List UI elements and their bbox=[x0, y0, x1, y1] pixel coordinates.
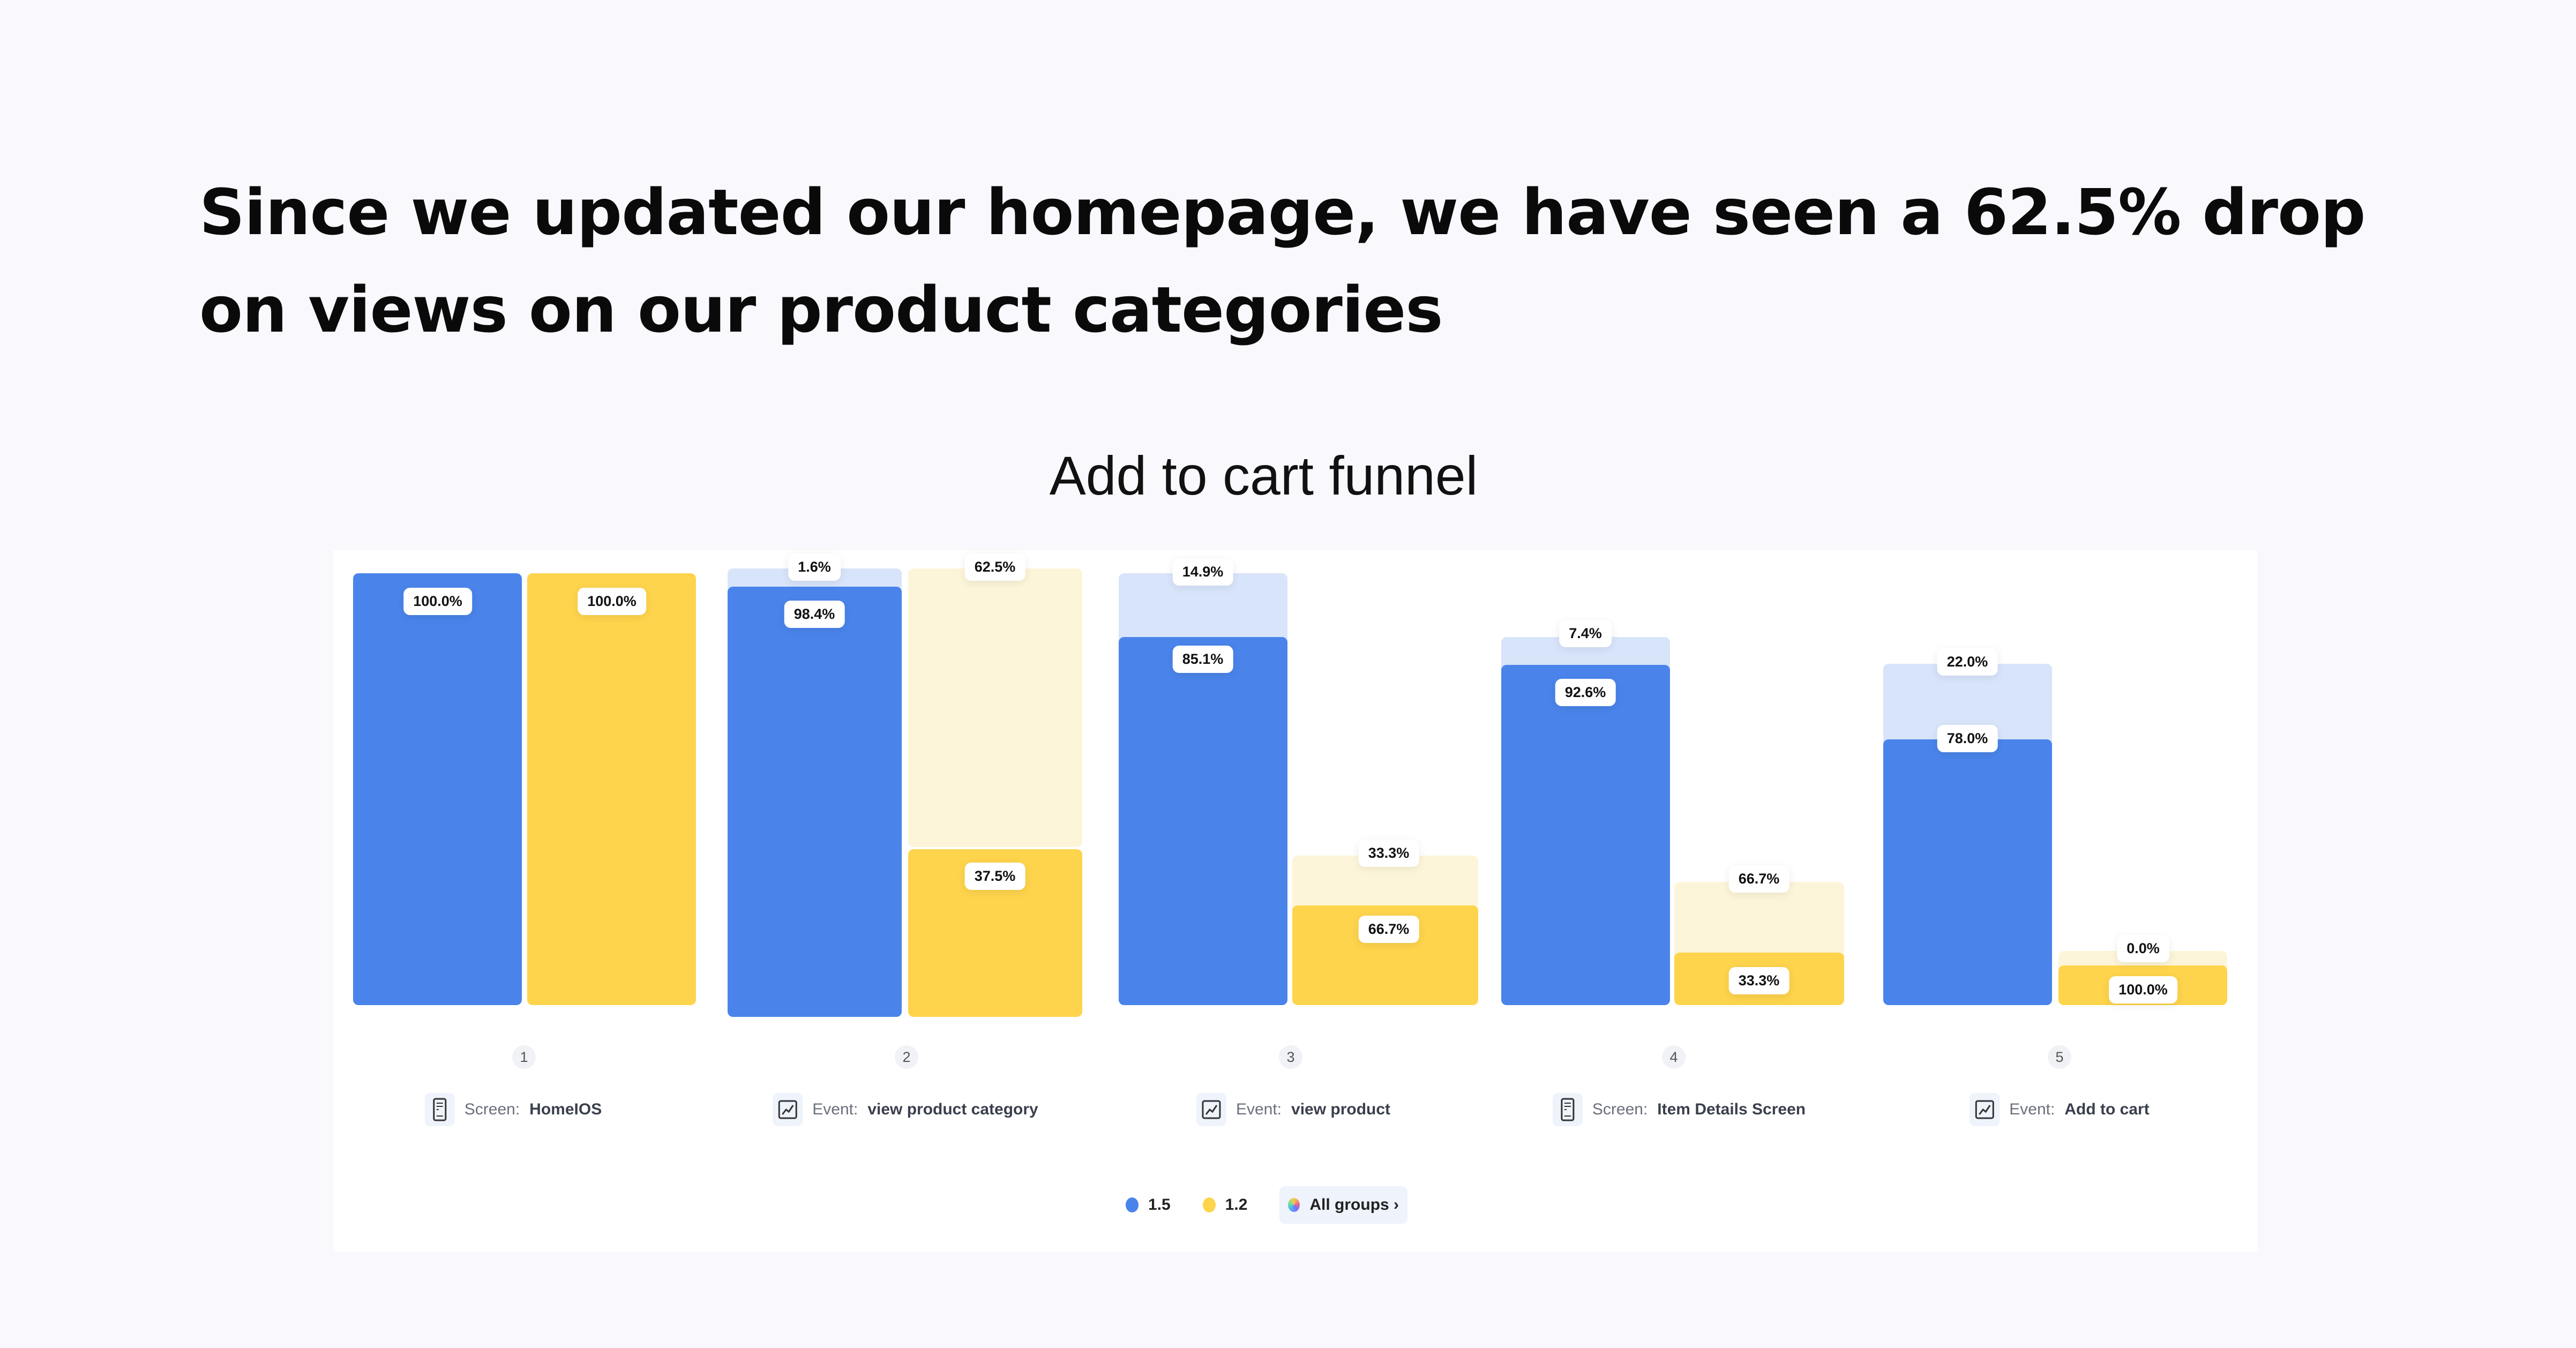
value-label: 100.0% bbox=[578, 588, 646, 615]
dropoff-label: 62.5% bbox=[964, 553, 1025, 581]
step-label-1[interactable]: Screen: HomeIOS bbox=[424, 1093, 602, 1126]
dropoff-step4-1.2[interactable] bbox=[1674, 882, 1844, 962]
bar-step4-1.5[interactable] bbox=[1501, 665, 1670, 1005]
chart-title: Add to cart funnel bbox=[1049, 445, 1478, 506]
legend-item-1.5[interactable]: 1.5 bbox=[1125, 1196, 1171, 1214]
event-chart-icon bbox=[1970, 1093, 2000, 1126]
event-chart-icon bbox=[773, 1093, 803, 1126]
color-wheel-icon bbox=[1288, 1198, 1300, 1212]
step-label-2[interactable]: Event: view product category bbox=[773, 1093, 1038, 1126]
value-label: 100.0% bbox=[403, 588, 472, 615]
step-name: HomeIOS bbox=[529, 1100, 602, 1118]
value-label: 100.0% bbox=[2109, 976, 2177, 1003]
dropoff-label: 66.7% bbox=[1728, 865, 1789, 893]
dropoff-label: 22.0% bbox=[1937, 648, 1998, 676]
dropoff-label: 33.3% bbox=[1358, 840, 1419, 867]
step-kind: Event: bbox=[2009, 1100, 2055, 1118]
bar-step5-1.5[interactable] bbox=[1883, 739, 2052, 1005]
bar-step1-1.2[interactable] bbox=[527, 573, 696, 1005]
step-number: 5 bbox=[2048, 1045, 2071, 1069]
step-kind: Event: bbox=[1235, 1100, 1282, 1118]
step-label-4[interactable]: Screen: Item Details Screen bbox=[1552, 1093, 1806, 1126]
dropoff-label: 1.6% bbox=[788, 553, 841, 581]
dropoff-label: 0.0% bbox=[2117, 935, 2169, 962]
dropoff-label: 7.4% bbox=[1559, 620, 1612, 647]
all-groups-button[interactable]: All groups › bbox=[1279, 1186, 1408, 1224]
legend-item-1.2[interactable]: 1.2 bbox=[1202, 1196, 1248, 1214]
step-number: 1 bbox=[512, 1045, 536, 1069]
step-kind: Screen: bbox=[464, 1100, 520, 1118]
legend-label: 1.2 bbox=[1225, 1196, 1248, 1214]
step-kind: Event: bbox=[812, 1100, 858, 1118]
step-kind: Screen: bbox=[1592, 1100, 1648, 1118]
dropoff-step2-1.2[interactable] bbox=[908, 568, 1082, 847]
value-label: 37.5% bbox=[964, 863, 1025, 890]
step-number: 3 bbox=[1279, 1045, 1302, 1069]
value-label: 85.1% bbox=[1172, 646, 1233, 673]
value-label: 33.3% bbox=[1728, 967, 1789, 994]
step-label-5[interactable]: Event: Add to cart bbox=[1970, 1093, 2150, 1126]
phone-screen-icon bbox=[424, 1093, 455, 1126]
dropoff-label: 14.9% bbox=[1172, 558, 1233, 586]
value-label: 92.6% bbox=[1555, 679, 1616, 706]
step-number: 4 bbox=[1662, 1045, 1686, 1069]
step-name: view product bbox=[1291, 1100, 1391, 1118]
step-number: 2 bbox=[895, 1045, 918, 1069]
legend-dot-icon bbox=[1202, 1197, 1216, 1212]
step-name: view product category bbox=[867, 1100, 1038, 1118]
chart-legend: 1.5 1.2 All groups › bbox=[0, 1186, 2555, 1224]
step-name: Item Details Screen bbox=[1657, 1100, 1806, 1118]
bar-step3-1.5[interactable] bbox=[1119, 637, 1287, 1005]
all-groups-label: All groups › bbox=[1309, 1196, 1399, 1214]
step-label-3[interactable]: Event: view product bbox=[1196, 1093, 1390, 1126]
bar-step1-1.5[interactable] bbox=[353, 573, 522, 1005]
value-label: 66.7% bbox=[1358, 916, 1419, 943]
value-label: 78.0% bbox=[1937, 725, 1998, 752]
headline: Since we updated our homepage, we have s… bbox=[199, 175, 2366, 347]
funnel-chart-panel: 100.0% 100.0% 1.6% 98.4% 62.5% 37.5% 14.… bbox=[333, 550, 2257, 1252]
legend-label: 1.5 bbox=[1148, 1196, 1171, 1214]
phone-screen-icon bbox=[1552, 1093, 1583, 1126]
dropoff-step3-1.5[interactable] bbox=[1119, 573, 1287, 648]
value-label: 98.4% bbox=[784, 601, 845, 628]
event-chart-icon bbox=[1196, 1093, 1226, 1126]
step-name: Add to cart bbox=[2064, 1100, 2150, 1118]
bar-step2-1.5[interactable] bbox=[728, 587, 902, 1017]
legend-dot-icon bbox=[1125, 1197, 1139, 1212]
